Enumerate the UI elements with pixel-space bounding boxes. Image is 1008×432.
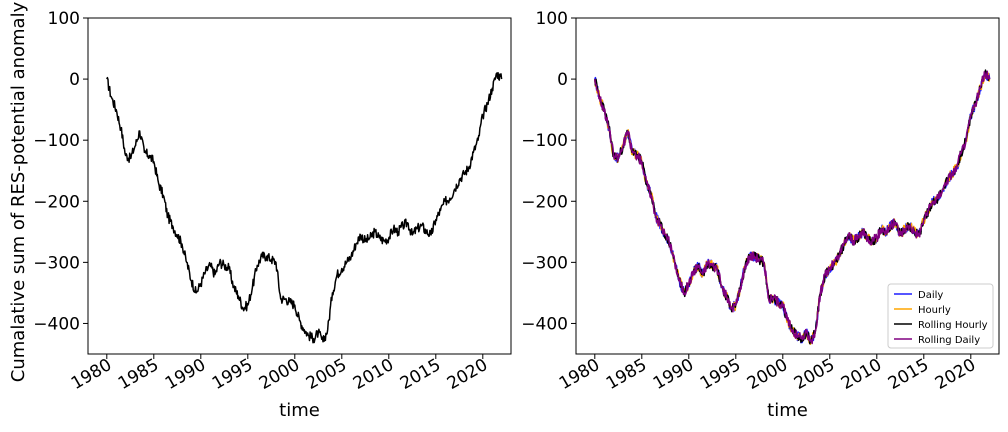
legend: Daily Hourly Rolling Hourly Rolling Daily	[887, 283, 994, 349]
x-tick-label: 2020	[932, 355, 979, 394]
x-tick-label: 2000	[256, 355, 303, 394]
left-y-ticks: 100 0 −100 −200 −300 −400	[33, 9, 88, 334]
y-tick-label: 0	[69, 70, 80, 90]
series-line	[594, 70, 991, 345]
x-tick-label: 2000	[744, 355, 791, 394]
y-tick-label: 100	[536, 9, 568, 29]
y-tick-label: −200	[33, 192, 80, 212]
legend-entry: Daily	[918, 290, 943, 301]
x-tick-label: 1990	[650, 355, 697, 394]
y-tick-label: −100	[33, 131, 80, 151]
y-tick-label: −400	[521, 314, 568, 334]
left-series-group	[106, 71, 503, 344]
left-x-axis-label: time	[279, 400, 320, 421]
y-tick-label: 100	[48, 9, 80, 29]
right-x-axis-label: time	[767, 400, 808, 421]
x-tick-label: 1980	[68, 355, 115, 394]
x-tick-label: 1985	[115, 355, 162, 394]
y-tick-label: 0	[557, 70, 568, 90]
series-line	[106, 71, 503, 344]
x-tick-label: 2005	[303, 355, 350, 394]
y-tick-label: −200	[521, 192, 568, 212]
x-tick-label: 1995	[209, 355, 256, 394]
x-tick-label: 1995	[697, 355, 744, 394]
x-tick-label: 1980	[556, 355, 603, 394]
y-tick-label: −300	[521, 253, 568, 273]
x-tick-label: 1990	[162, 355, 209, 394]
right-plot-frame	[575, 17, 1000, 355]
y-tick-label: −300	[33, 253, 80, 273]
x-tick-label: 2015	[397, 355, 444, 394]
y-tick-label: −100	[521, 131, 568, 151]
x-tick-label: 2020	[444, 355, 491, 394]
legend-entry: Rolling Daily	[918, 335, 980, 346]
x-tick-label: 2010	[838, 355, 885, 394]
legend-box	[887, 283, 994, 349]
left-y-axis-label: Cumalative sum of RES-potential anomaly	[8, 1, 29, 382]
left-x-ticks: 1980 1985 1990 1995 2000 2005 2010 2015 2020	[68, 354, 491, 394]
x-tick-label: 2005	[791, 355, 838, 394]
right-y-ticks: 100 0 −100 −200 −300 −400	[521, 9, 576, 334]
legend-entry: Rolling Hourly	[918, 320, 988, 331]
left-plot-frame	[87, 17, 512, 355]
x-tick-label: 2010	[350, 355, 397, 394]
legend-entry: Hourly	[918, 305, 951, 316]
x-tick-label: 1985	[603, 355, 650, 394]
y-tick-label: −400	[33, 314, 80, 334]
x-tick-label: 2015	[885, 355, 932, 394]
right-series-group	[594, 69, 991, 346]
right-x-ticks: 1980 1985 1990 1995 2000 2005 2010 2015 2020	[556, 354, 979, 394]
